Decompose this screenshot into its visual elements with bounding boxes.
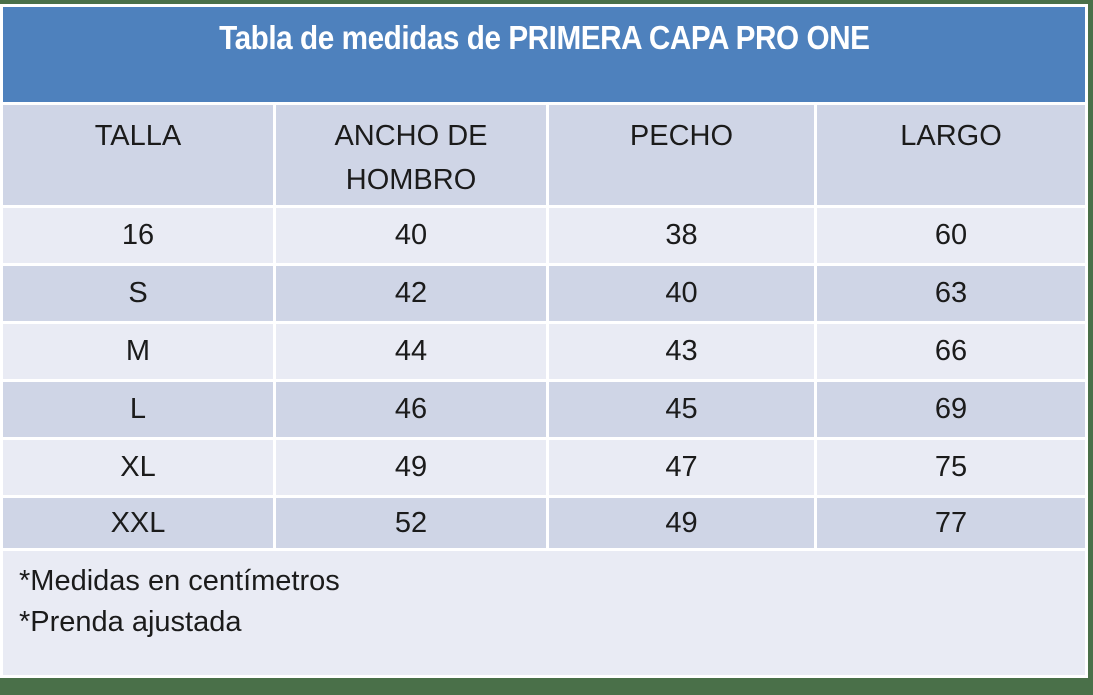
cell-pecho: 43: [549, 324, 814, 379]
table-row-xl: XL 49 47 75: [3, 440, 1085, 495]
cell-pecho: 49: [549, 498, 814, 548]
cell-ancho: 52: [276, 498, 546, 548]
footnote-fit: *Prenda ajustada: [19, 605, 242, 638]
table-row-xxl: XXL 52 49 77: [3, 498, 1085, 548]
cell-pecho: 47: [549, 440, 814, 495]
cell-pecho: 38: [549, 208, 814, 263]
cell-ancho: 42: [276, 266, 546, 321]
table-row-m: M 44 43 66: [3, 324, 1085, 379]
cell-largo: 60: [817, 208, 1085, 263]
column-header-ancho-de-hombro: ANCHO DE HOMBRO: [276, 105, 546, 205]
header-row: TALLA ANCHO DE HOMBRO PECHO LARGO: [3, 105, 1085, 205]
cell-largo: 77: [817, 498, 1085, 548]
cell-talla: 16: [3, 208, 273, 263]
cell-pecho: 45: [549, 382, 814, 437]
cell-talla: XL: [3, 440, 273, 495]
cell-talla: M: [3, 324, 273, 379]
size-table: Tabla de medidas de PRIMERA CAPA PRO ONE…: [0, 4, 1088, 678]
footnote-units: *Medidas en centímetros: [19, 565, 340, 597]
table-row-s: S 42 40 63: [3, 266, 1085, 321]
cell-ancho: 44: [276, 324, 546, 379]
cell-ancho: 49: [276, 440, 546, 495]
column-header-talla: TALLA: [3, 105, 273, 205]
cell-ancho: 40: [276, 208, 546, 263]
title-row: Tabla de medidas de PRIMERA CAPA PRO ONE: [3, 7, 1085, 102]
cell-largo: 63: [817, 266, 1085, 321]
cell-largo: 66: [817, 324, 1085, 379]
cell-ancho: 46: [276, 382, 546, 437]
table-title: Tabla de medidas de PRIMERA CAPA PRO ONE: [3, 7, 1085, 102]
table-row-l: L 46 45 69: [3, 382, 1085, 437]
notes-row: *Medidas en centímetros *Prenda ajustada: [3, 551, 1085, 675]
cell-talla: L: [3, 382, 273, 437]
cell-largo: 69: [817, 382, 1085, 437]
cell-largo: 75: [817, 440, 1085, 495]
cell-talla: S: [3, 266, 273, 321]
table-row-16: 16 40 38 60: [3, 208, 1085, 263]
cell-talla: XXL: [3, 498, 273, 548]
cell-pecho: 40: [549, 266, 814, 321]
footnotes: *Medidas en centímetros *Prenda ajustada: [3, 551, 1085, 675]
column-header-largo: LARGO: [817, 105, 1085, 205]
table-title-text: Tabla de medidas de PRIMERA CAPA PRO ONE: [218, 19, 870, 56]
column-header-pecho: PECHO: [549, 105, 814, 205]
